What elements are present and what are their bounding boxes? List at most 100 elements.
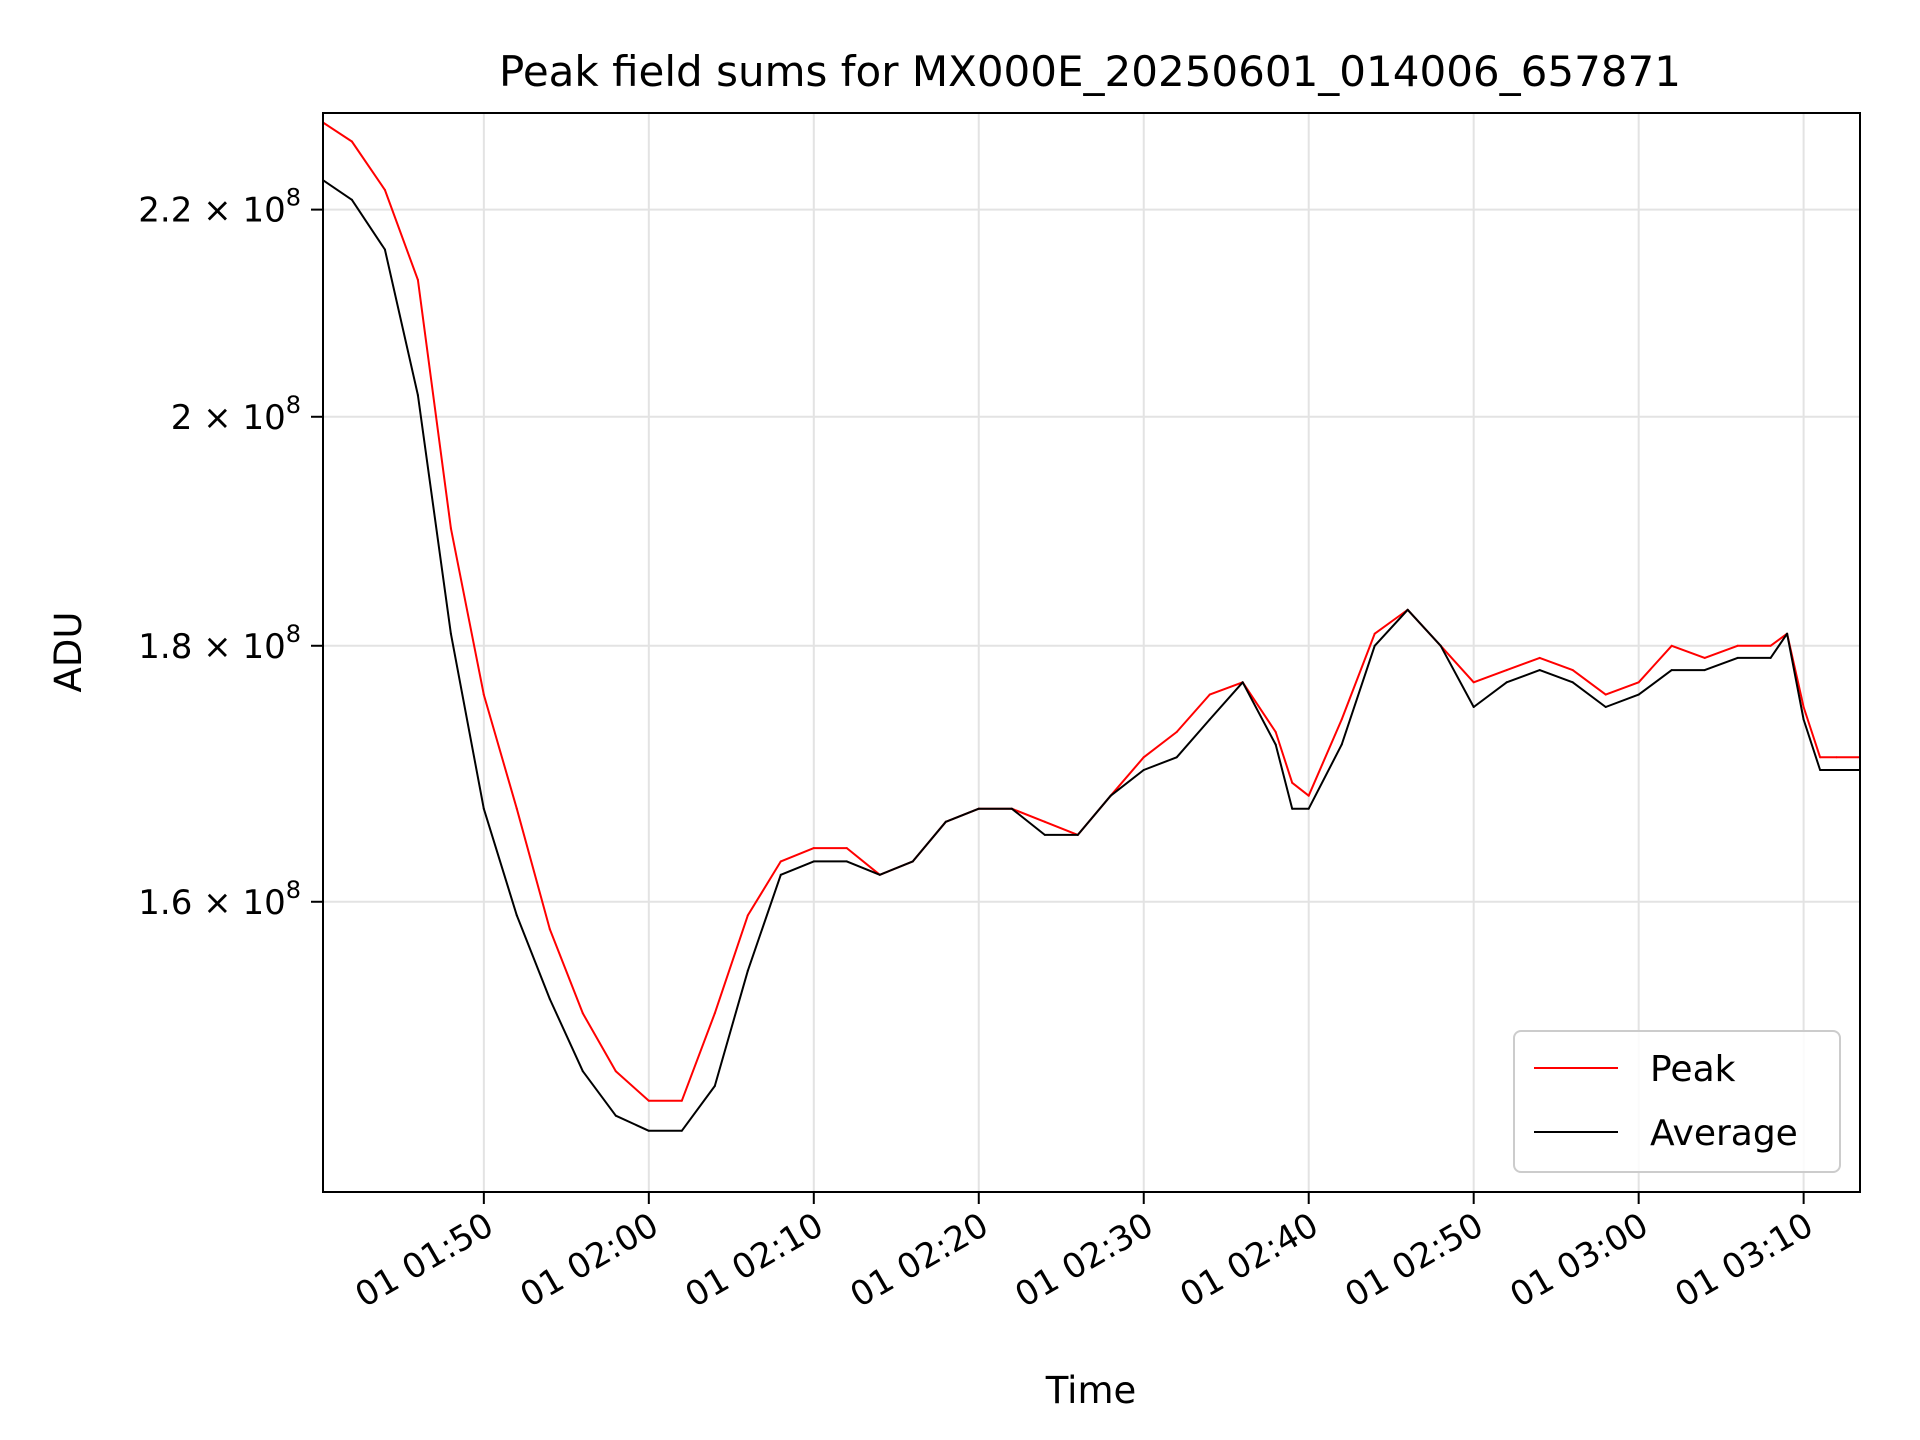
series-point-average (1439, 644, 1442, 647)
series-point-average (1274, 743, 1277, 746)
series-point-average (1604, 706, 1607, 708)
legend-label-average: Average (1650, 1113, 1798, 1154)
series-point-peak (1274, 731, 1277, 733)
series-point-peak (416, 278, 419, 281)
series-point-peak (1373, 632, 1376, 635)
series-point-peak (1208, 693, 1211, 696)
plot-frame (322, 112, 1861, 1193)
series-point-peak (1819, 756, 1822, 759)
series-point-average (1241, 681, 1244, 684)
series-point-average (1786, 632, 1789, 635)
series-point-average (1373, 644, 1376, 647)
series-point-average (515, 914, 518, 917)
series-point-average (1291, 807, 1294, 810)
series-point-peak (1604, 693, 1607, 696)
series-point-peak (713, 1012, 716, 1015)
series-point-peak (1505, 669, 1508, 672)
series-point-peak (1703, 656, 1706, 659)
series-point-peak (779, 860, 782, 863)
series-point-average (548, 998, 551, 1000)
series-point-peak (845, 847, 848, 850)
series-point-average (1703, 669, 1706, 672)
series-point-average (1637, 693, 1640, 696)
series-point-average (746, 969, 749, 972)
series-point-average (680, 1129, 683, 1132)
series-point-average (944, 820, 947, 823)
series-point-peak (1175, 731, 1178, 733)
series-point-peak (680, 1099, 683, 1102)
series-point-average (911, 860, 914, 863)
series-point-average (614, 1114, 617, 1117)
series-point-peak (614, 1070, 617, 1073)
series-point-peak (1670, 644, 1673, 647)
series-point-average (779, 873, 782, 876)
series-point-average (383, 248, 386, 251)
series-point-peak (1043, 820, 1046, 823)
series-point-average (449, 632, 452, 635)
series-point-average (845, 860, 848, 863)
series-point-peak (1340, 718, 1343, 721)
series-point-peak (746, 914, 749, 917)
series-point-average (1505, 681, 1508, 684)
series-point-average (713, 1085, 716, 1087)
series-point-peak (1571, 669, 1574, 672)
series-point-average (1769, 656, 1772, 659)
y-axis-label: ADU (47, 612, 90, 693)
series-point-average (1472, 706, 1475, 708)
y-tick-label: 2.2 × 108 (138, 184, 301, 231)
series-point-peak (581, 1012, 584, 1015)
series-point-peak (548, 928, 551, 931)
series-point-average (1670, 669, 1673, 672)
series-point-peak (1291, 781, 1294, 784)
series-point-peak (1736, 644, 1739, 647)
series-point-average (1076, 833, 1079, 836)
legend-box (1513, 1030, 1841, 1173)
series-point-average (1109, 794, 1112, 797)
series-point-average (1571, 681, 1574, 684)
series-point-average (482, 807, 485, 810)
series-point-peak (1802, 706, 1805, 708)
series-point-average (1736, 656, 1739, 659)
series-point-peak (1637, 681, 1640, 684)
series-point-peak (1472, 681, 1475, 684)
y-tick-label: 2 × 108 (171, 391, 301, 438)
series-point-average (1307, 807, 1310, 810)
series-point-average (647, 1129, 650, 1132)
series-point-peak (383, 188, 386, 191)
series-point-peak (1538, 656, 1541, 659)
series-point-average (581, 1070, 584, 1073)
y-axis: 1.6 × 108 1.8 × 108 2 × 108 2.2 × 108 (138, 184, 323, 923)
series-point-average (812, 860, 815, 863)
series-point-peak (812, 847, 815, 850)
series-point-average (1802, 718, 1805, 721)
series-point-peak (350, 140, 353, 143)
series-point-peak (1307, 794, 1310, 797)
series-point-average (1010, 807, 1013, 810)
series-point-average (350, 198, 353, 201)
legend: Peak Average (1513, 1030, 1841, 1173)
series-point-average (416, 394, 419, 397)
x-axis-label: Time (1045, 1369, 1137, 1412)
series-point-peak (1835, 756, 1838, 759)
series-point-average (977, 807, 980, 810)
series-point-average (1538, 669, 1541, 672)
series-point-peak (1769, 644, 1772, 647)
series-point-average (1043, 833, 1046, 836)
series-point-average (1340, 743, 1343, 746)
series-point-average (1819, 769, 1822, 771)
y-tick-label: 1.6 × 108 (138, 876, 301, 923)
series-point-peak (515, 807, 518, 810)
series-point-peak (449, 527, 452, 530)
series-point-peak (482, 693, 485, 696)
series-point-peak (647, 1099, 650, 1102)
chart-title: Peak field sums for MX000E_20250601_0140… (499, 47, 1681, 96)
y-tick-label: 1.8 × 108 (138, 620, 301, 667)
series-point-average (1835, 769, 1838, 771)
series-point-average (1208, 718, 1211, 721)
series-point-average (1406, 608, 1409, 611)
grid (323, 113, 1860, 1192)
legend-label-peak: Peak (1650, 1049, 1736, 1090)
series-point-average (1142, 769, 1145, 771)
